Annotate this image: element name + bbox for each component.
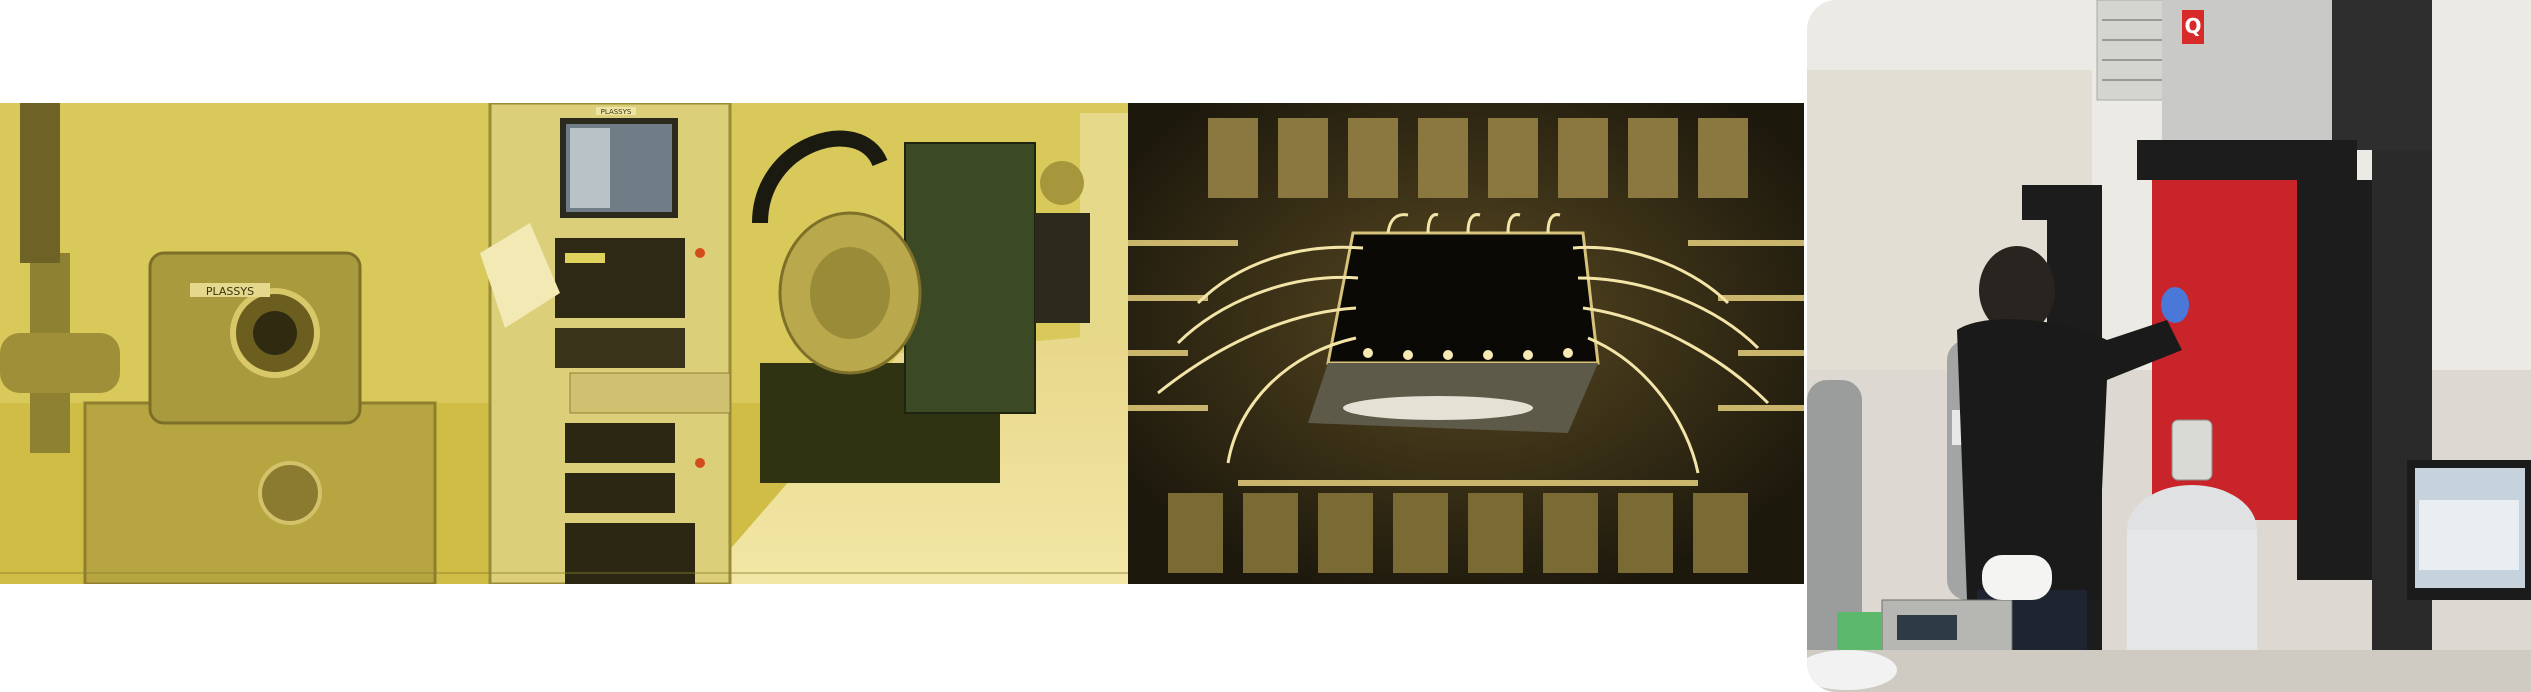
vacuum-system [752,130,1090,483]
wire-bonded-chip-photo [1128,103,1804,584]
machine-brand-label-1: PLASSYS [206,285,254,298]
lab-scene: Q [1807,0,2531,692]
cryostat-lab-photo: Q [1807,0,2531,692]
deposition-chamber: PLASSYS [0,103,437,584]
cleanroom-photo: PLASSYS PLASSYS [0,103,1128,584]
chip-scene [1128,103,1804,584]
machine-brand-label-2: PLASSYS [601,108,632,116]
cleanroom-scene: PLASSYS PLASSYS [0,103,1128,584]
cryostat: Q [2022,0,2432,692]
bond-wires [1157,213,1770,474]
cryostat-logo: Q [2184,14,2201,38]
equipment-rack: PLASSYS [480,103,732,584]
